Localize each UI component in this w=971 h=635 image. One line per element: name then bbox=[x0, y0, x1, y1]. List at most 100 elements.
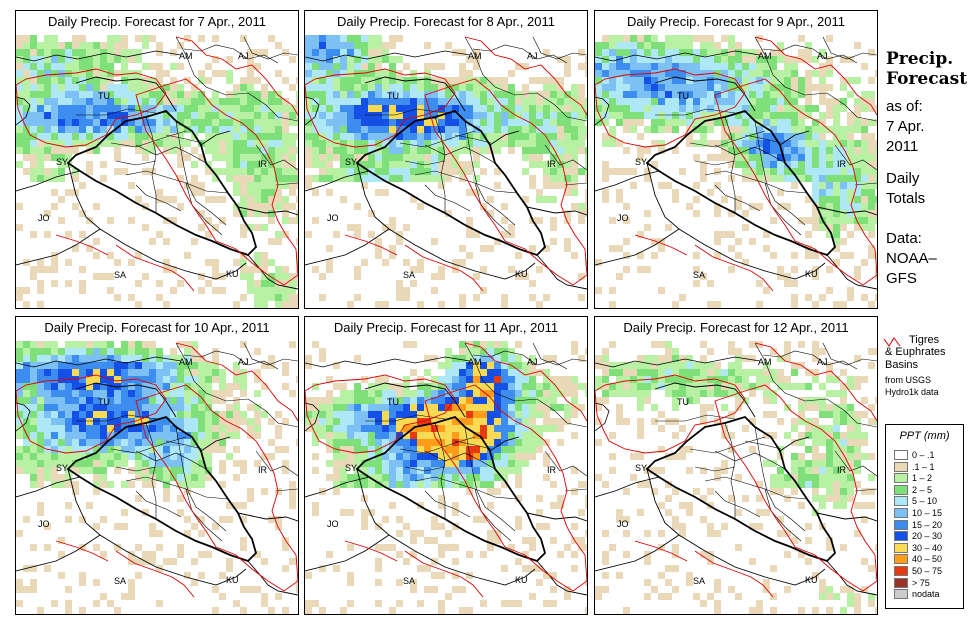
country-label: AJ bbox=[817, 51, 828, 61]
precip-cell bbox=[854, 418, 861, 425]
precip-cell bbox=[431, 161, 438, 168]
precip-cell bbox=[522, 425, 529, 432]
precip-cell bbox=[37, 147, 44, 154]
precip-cell bbox=[501, 453, 508, 460]
precip-cell bbox=[487, 376, 494, 383]
precip-cell bbox=[742, 77, 749, 84]
precip-cell bbox=[770, 397, 777, 404]
precip-cell bbox=[735, 133, 742, 140]
precip-cell bbox=[396, 140, 403, 147]
precip-cell bbox=[686, 579, 693, 586]
precip-cell bbox=[868, 140, 875, 147]
precip-cell bbox=[529, 119, 536, 126]
precip-cell bbox=[515, 460, 522, 467]
precip-cell bbox=[410, 446, 417, 453]
precip-cell bbox=[644, 84, 651, 91]
precip-cell bbox=[319, 175, 326, 182]
precip-cell bbox=[177, 376, 184, 383]
precip-cell bbox=[770, 460, 777, 467]
precip-cell bbox=[65, 411, 72, 418]
precip-cell bbox=[135, 418, 142, 425]
precip-cell bbox=[480, 355, 487, 362]
precip-cell bbox=[72, 119, 79, 126]
precip-cell bbox=[784, 495, 791, 502]
base-map bbox=[16, 342, 298, 598]
precip-cell bbox=[578, 119, 585, 126]
precip-cell bbox=[494, 390, 501, 397]
precip-cell bbox=[51, 460, 58, 467]
precip-cell bbox=[212, 586, 219, 593]
precip-cell bbox=[763, 509, 770, 516]
precip-cell bbox=[840, 56, 847, 63]
precip-cell bbox=[840, 488, 847, 495]
precip-cell bbox=[177, 140, 184, 147]
precip-cell bbox=[658, 383, 665, 390]
precip-cell bbox=[595, 91, 602, 98]
precip-cell bbox=[672, 189, 679, 196]
precip-cell bbox=[30, 105, 37, 112]
precip-cell bbox=[261, 98, 268, 105]
precip-cell bbox=[508, 105, 515, 112]
precip-cell bbox=[721, 390, 728, 397]
precip-cell bbox=[651, 56, 658, 63]
precip-cell bbox=[86, 397, 93, 404]
precip-cell bbox=[247, 105, 254, 112]
precip-cell bbox=[672, 196, 679, 203]
precip-cell bbox=[51, 35, 58, 42]
precip-cell bbox=[58, 397, 65, 404]
precip-cell bbox=[623, 217, 630, 224]
precip-cell bbox=[296, 266, 298, 273]
precip-cell bbox=[121, 42, 128, 49]
precip-cell bbox=[473, 231, 480, 238]
precip-cell bbox=[93, 348, 100, 355]
precip-cell bbox=[319, 607, 326, 614]
precip-cell bbox=[686, 119, 693, 126]
precip-cell bbox=[156, 189, 163, 196]
iraq-border bbox=[355, 109, 547, 257]
precip-cell bbox=[44, 231, 51, 238]
precip-cell bbox=[501, 397, 508, 404]
precip-cell bbox=[219, 432, 226, 439]
precip-cell bbox=[543, 182, 550, 189]
precip-cell bbox=[728, 362, 735, 369]
precip-cell bbox=[184, 348, 191, 355]
precip-cell bbox=[564, 245, 571, 252]
country-label: IR bbox=[547, 465, 557, 475]
precip-cell bbox=[326, 432, 333, 439]
precip-cell bbox=[65, 105, 72, 112]
precip-cell bbox=[819, 586, 826, 593]
precip-cell bbox=[289, 105, 296, 112]
precip-cell bbox=[296, 105, 298, 112]
precip-cell bbox=[609, 98, 616, 105]
precip-cell bbox=[623, 126, 630, 133]
precip-cell bbox=[522, 453, 529, 460]
precip-cell bbox=[114, 126, 121, 133]
country-border bbox=[595, 534, 680, 572]
precip-cell bbox=[651, 119, 658, 126]
precip-cell bbox=[854, 77, 861, 84]
precip-cell bbox=[86, 105, 93, 112]
precip-cell bbox=[93, 446, 100, 453]
precip-cell bbox=[261, 140, 268, 147]
precip-cell bbox=[777, 119, 784, 126]
precip-cell bbox=[431, 91, 438, 98]
precip-cell bbox=[466, 481, 473, 488]
precip-cell bbox=[812, 133, 819, 140]
precip-cell bbox=[79, 544, 86, 551]
precip-cell bbox=[240, 502, 247, 509]
precip-cell bbox=[595, 586, 602, 593]
precip-cell bbox=[763, 126, 770, 133]
precip-cell bbox=[819, 224, 826, 231]
precip-cell bbox=[410, 551, 417, 558]
precip-cell bbox=[557, 376, 564, 383]
precip-cell bbox=[340, 161, 347, 168]
precip-cell bbox=[403, 147, 410, 154]
precip-cell bbox=[501, 140, 508, 147]
precip-cell bbox=[630, 362, 637, 369]
precip-cell bbox=[623, 252, 630, 259]
precip-cell bbox=[868, 168, 875, 175]
precip-cell bbox=[536, 565, 543, 572]
precip-cell bbox=[347, 63, 354, 70]
precip-cell bbox=[361, 439, 368, 446]
